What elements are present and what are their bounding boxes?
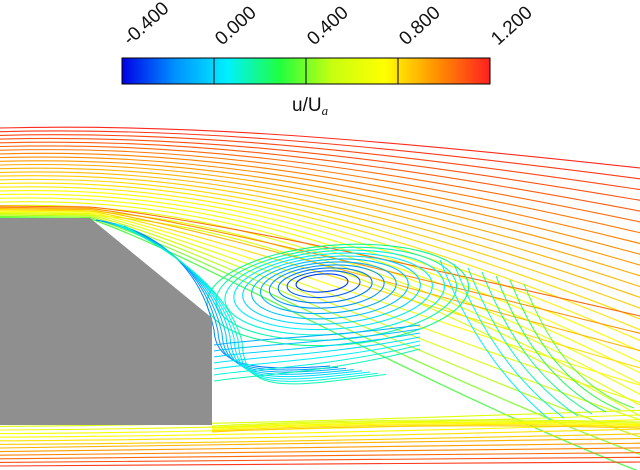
vortex-streamline bbox=[295, 273, 349, 293]
shear-layer-streamline bbox=[0, 211, 640, 404]
upper-streamline bbox=[0, 141, 640, 212]
recirculation-vortex bbox=[95, 219, 470, 385]
base-streamline bbox=[211, 424, 640, 432]
shear-layer-streamline bbox=[0, 213, 640, 421]
vortex-streamline bbox=[242, 255, 421, 325]
shear-layer-streamline bbox=[0, 215, 640, 455]
colorbar-tick-marks bbox=[121, 58, 491, 84]
upper-streamline bbox=[0, 167, 640, 288]
vortex-streamline bbox=[251, 258, 409, 320]
vortex-streamline bbox=[268, 264, 385, 309]
vortex-streamline bbox=[233, 252, 433, 331]
upper-streamline bbox=[0, 126, 640, 169]
upper-streamline bbox=[0, 189, 640, 352]
colorbar: -0.400 0.000 0.400 0.800 1.200 u/Ua bbox=[119, 0, 536, 118]
bluff-body bbox=[0, 218, 212, 425]
lower-streamline bbox=[0, 409, 640, 427]
backface-streamline bbox=[213, 328, 421, 352]
colorbar-title-subscript: a bbox=[322, 103, 329, 118]
tick-label-4: 1.200 bbox=[487, 2, 536, 49]
backface-streamline bbox=[213, 324, 421, 346]
upper-streamline bbox=[0, 182, 640, 331]
upper-streamline bbox=[0, 156, 640, 255]
wake-streamline bbox=[453, 263, 565, 419]
upper-streamline bbox=[0, 160, 640, 266]
lower-streamline bbox=[0, 423, 640, 438]
shear-layer-streamline bbox=[0, 210, 640, 386]
lower-streamline bbox=[0, 447, 640, 456]
wake-streamlines bbox=[439, 259, 635, 421]
colorbar-title: u/Ua bbox=[292, 95, 329, 118]
colorbar-tick-labels: -0.400 0.000 0.400 0.800 1.200 bbox=[119, 0, 536, 50]
upper-streamline bbox=[0, 134, 640, 191]
upper-streamline bbox=[0, 193, 640, 363]
vortex-streamline bbox=[286, 270, 361, 299]
wake-streamline bbox=[481, 271, 593, 415]
backface-streamline bbox=[213, 336, 421, 364]
wake-streamline bbox=[439, 259, 551, 421]
chamfer-streamline bbox=[123, 225, 387, 385]
lower-streamline bbox=[0, 461, 640, 467]
upper-streamline bbox=[0, 145, 640, 223]
lower-streamline bbox=[0, 433, 640, 445]
wake-streamline bbox=[523, 283, 635, 409]
wake-streamline bbox=[509, 279, 621, 411]
shear-layer-streamline bbox=[0, 205, 640, 317]
base-streamline bbox=[211, 420, 640, 428]
base-streamline bbox=[211, 423, 640, 431]
tick-label-2: 0.400 bbox=[303, 2, 352, 49]
upper-streamline bbox=[0, 137, 640, 201]
vortex-streamline bbox=[206, 243, 470, 347]
upper-streamline bbox=[0, 178, 640, 320]
lower-streamline bbox=[0, 456, 640, 463]
backface-streamline bbox=[213, 340, 421, 370]
vortex-streamline bbox=[277, 267, 373, 304]
upper-streamline bbox=[0, 152, 640, 245]
upper-streamline bbox=[0, 149, 640, 234]
chamfer-streamline bbox=[95, 219, 331, 369]
lower-streamline bbox=[0, 442, 640, 453]
upper-streamline bbox=[0, 201, 640, 385]
colorbar-title-main: u/U bbox=[292, 95, 322, 116]
upper-streamline bbox=[0, 197, 640, 374]
backface-streamline bbox=[213, 332, 421, 358]
upper-streamline bbox=[0, 163, 640, 277]
wake-streamline bbox=[467, 267, 579, 417]
backface-streamline bbox=[213, 348, 421, 382]
base-streamline bbox=[211, 421, 640, 429]
base-streamline bbox=[211, 419, 640, 427]
vortex-streamline bbox=[259, 261, 397, 315]
upper-streamline bbox=[0, 175, 640, 309]
upper-streamline bbox=[0, 130, 640, 180]
backface-streamline bbox=[213, 344, 421, 376]
tick-label-1: 0.000 bbox=[211, 2, 260, 49]
base-streamline bbox=[211, 425, 640, 433]
tick-label-0: -0.400 bbox=[119, 0, 173, 50]
tick-label-3: 0.800 bbox=[395, 2, 444, 49]
wake-streamline bbox=[495, 275, 607, 413]
upper-streamline bbox=[0, 186, 640, 342]
lower-streamline bbox=[0, 428, 640, 442]
upper-streamline bbox=[0, 171, 640, 298]
